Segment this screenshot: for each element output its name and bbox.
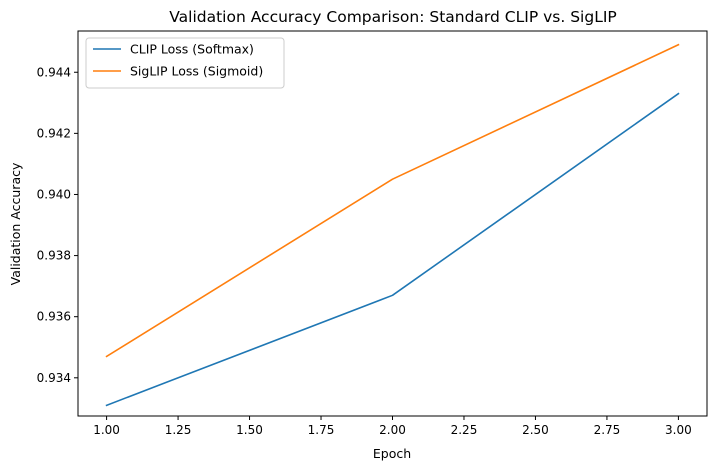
x-tick-label: 2.75 bbox=[594, 423, 621, 437]
legend: CLIP Loss (Softmax) SigLIP Loss (Sigmoid) bbox=[85, 37, 285, 89]
legend-box bbox=[85, 37, 285, 89]
y-tick-label: 0.938 bbox=[37, 249, 71, 263]
x-axis-label: Epoch bbox=[373, 446, 411, 461]
x-axis: 1.00 1.25 1.50 1.75 2.00 2.25 2.50 2.75 3.00 bbox=[93, 416, 692, 437]
x-tick-label: 2.50 bbox=[522, 423, 549, 437]
y-tick-label: 0.940 bbox=[37, 187, 71, 201]
x-tick-label: 1.50 bbox=[236, 423, 263, 437]
x-tick-label: 2.25 bbox=[451, 423, 478, 437]
y-axis-label: Validation Accuracy bbox=[8, 162, 23, 285]
series-line-0 bbox=[105, 92, 680, 407]
y-tick-label: 0.936 bbox=[37, 310, 71, 324]
y-axis: 0.934 0.936 0.938 0.940 0.942 0.944 bbox=[37, 65, 78, 385]
legend-label-1: SigLIP Loss (Sigmoid) bbox=[130, 64, 263, 79]
x-tick-label: 2.00 bbox=[379, 423, 406, 437]
series-line-1 bbox=[105, 43, 680, 358]
chart-title: Validation Accuracy Comparison: Standard… bbox=[169, 8, 617, 26]
series-lines bbox=[105, 43, 680, 407]
x-tick-label: 1.25 bbox=[165, 423, 192, 437]
x-tick-label: 1.75 bbox=[308, 423, 335, 437]
y-tick-label: 0.934 bbox=[37, 371, 71, 385]
x-tick-label: 3.00 bbox=[665, 423, 692, 437]
y-tick-label: 0.942 bbox=[37, 126, 71, 140]
legend-label-0: CLIP Loss (Softmax) bbox=[130, 42, 254, 57]
x-tick-label: 1.00 bbox=[93, 423, 120, 437]
y-tick-label: 0.944 bbox=[37, 65, 71, 79]
plot-area bbox=[77, 30, 708, 417]
